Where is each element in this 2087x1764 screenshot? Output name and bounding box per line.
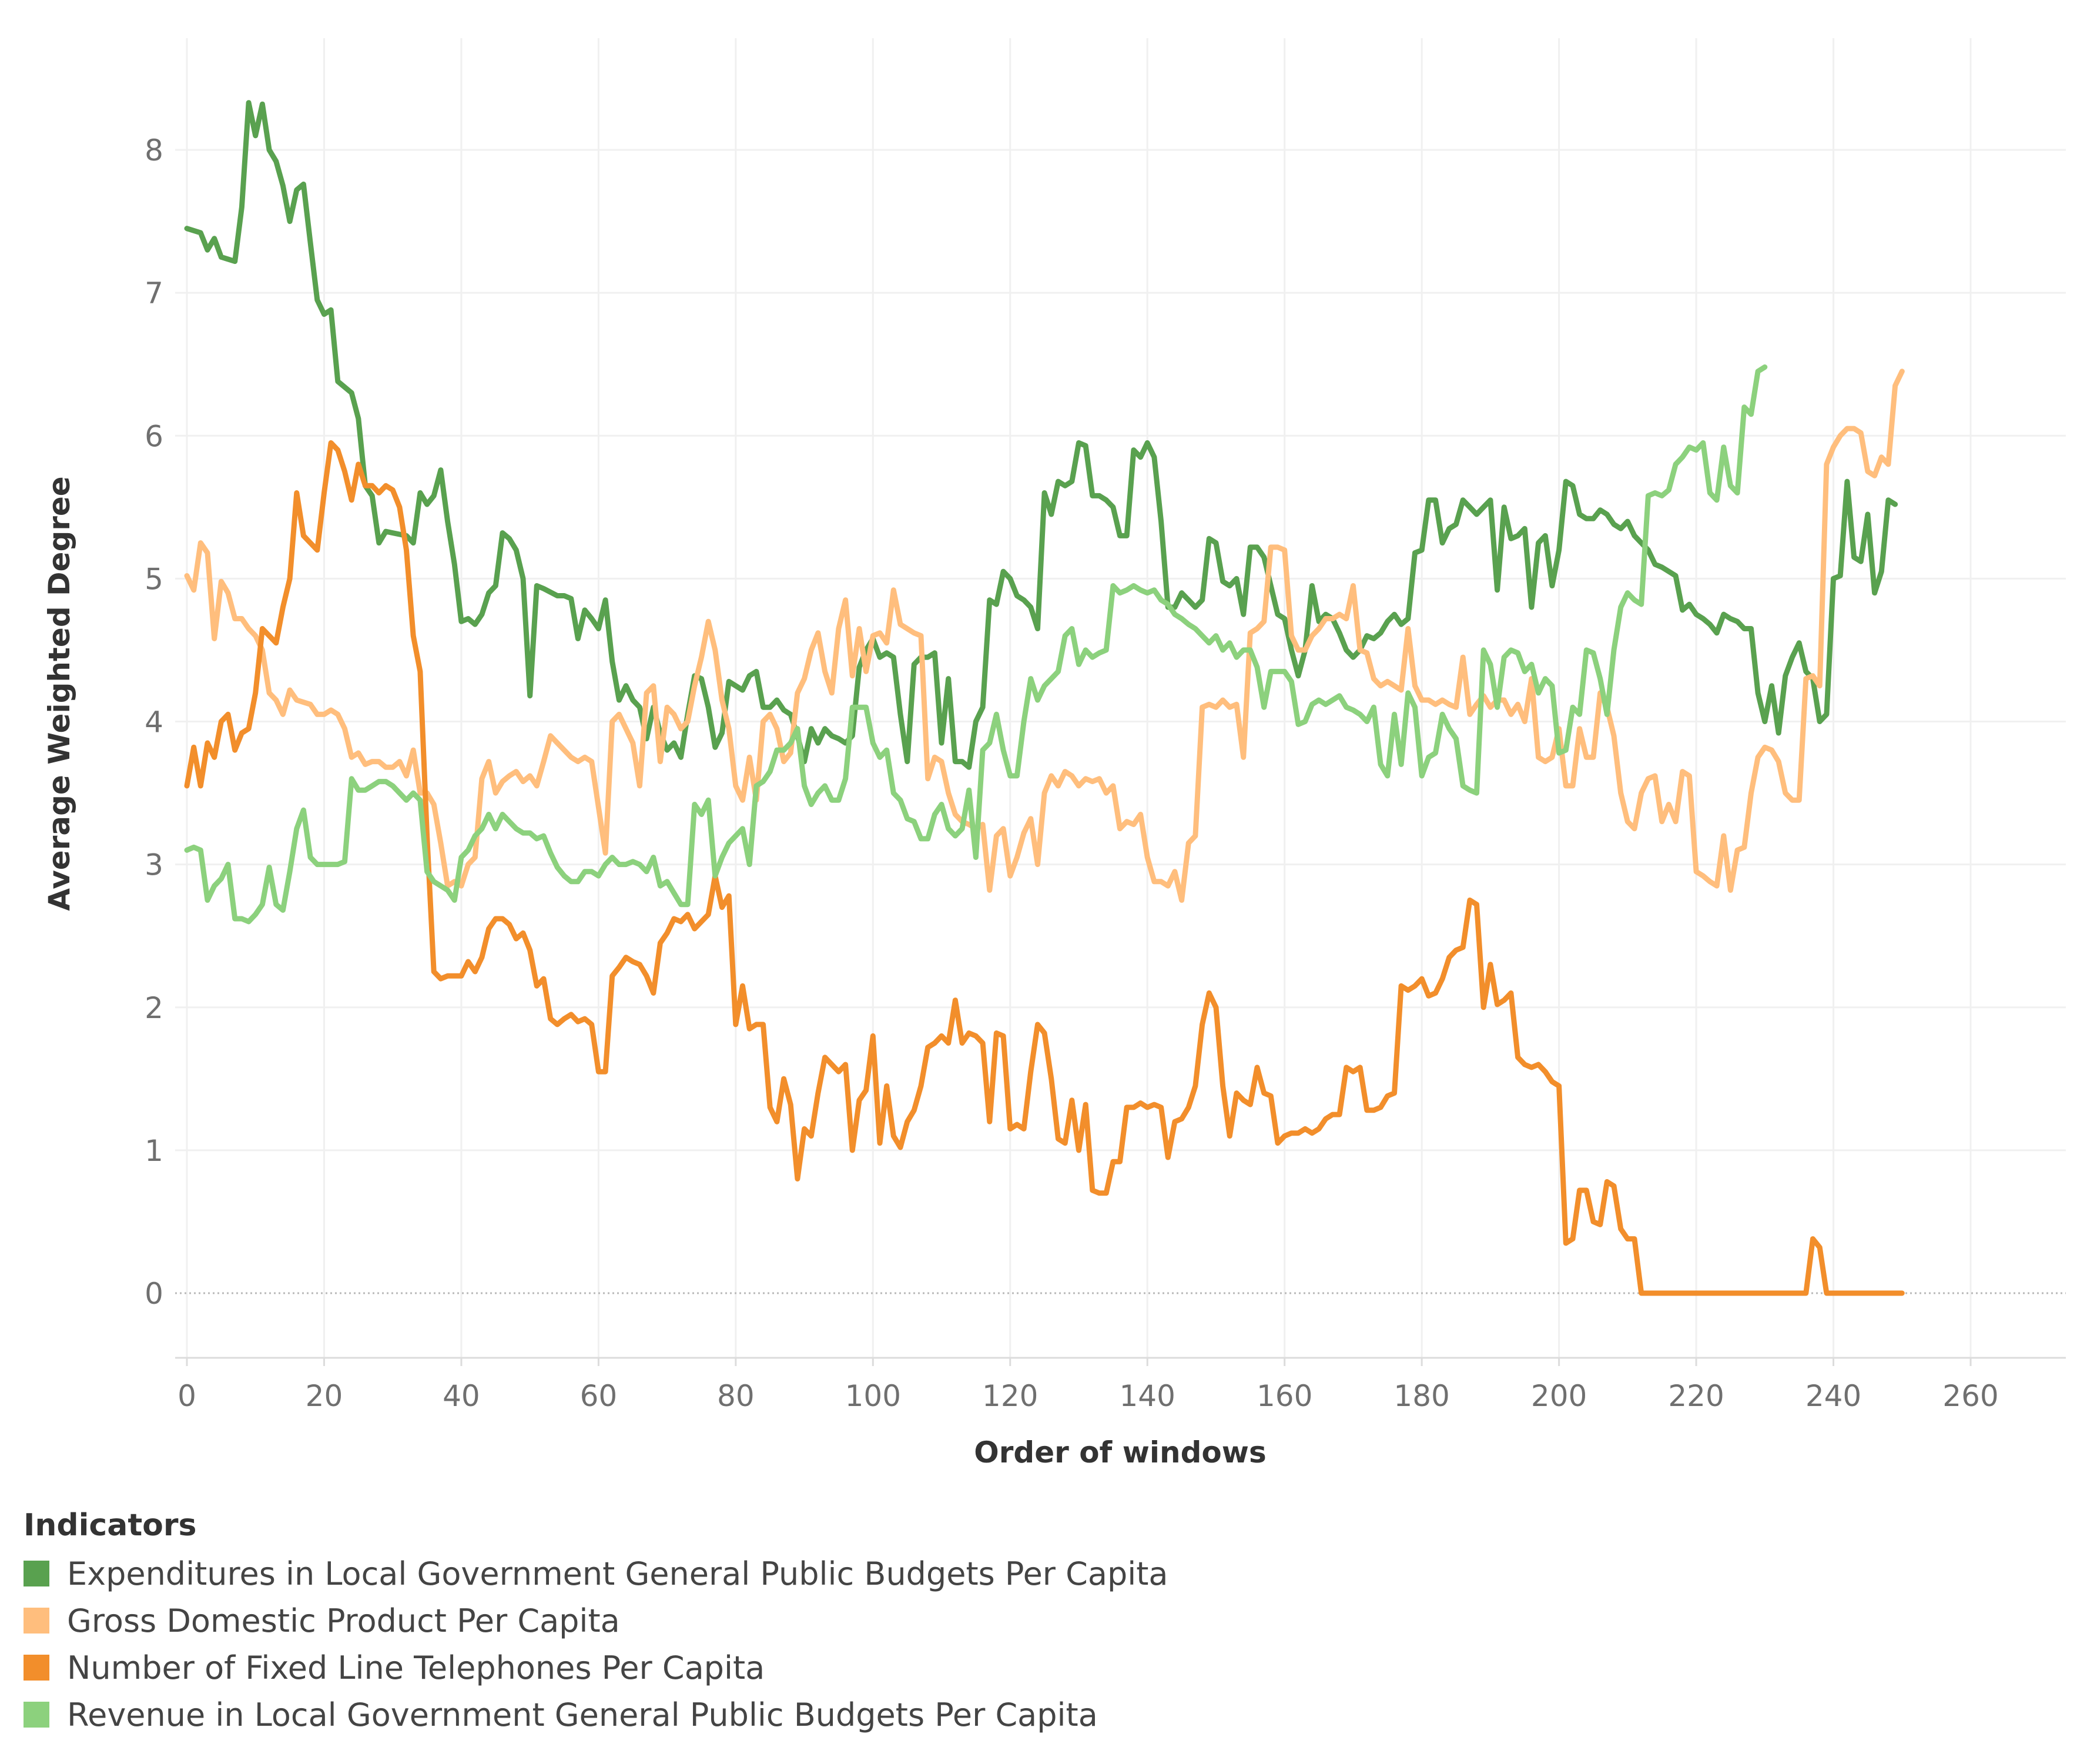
series-line-4 [184,364,1768,925]
y-tick-label: 5 [145,562,163,596]
legend-item[interactable]: Gross Domestic Product Per Capita [24,1597,1168,1644]
y-tick-label: 1 [145,1134,163,1168]
x-tick-label: 180 [1393,1379,1449,1413]
legend-swatch [24,1655,49,1681]
series-line-2 [184,369,1905,903]
y-tick-label: 3 [145,848,163,882]
legend-swatch [24,1608,49,1634]
legend-item[interactable]: Revenue in Local Government General Publ… [24,1691,1168,1738]
x-tick-label: 140 [1120,1379,1175,1413]
x-tick-label: 80 [717,1379,755,1413]
y-tick-label: 7 [145,276,163,310]
y-tick-label: 4 [145,705,163,739]
x-tick-label: 220 [1668,1379,1724,1413]
x-tick-label: 120 [982,1379,1038,1413]
legend-swatch [24,1561,49,1586]
legend-item[interactable]: Expenditures in Local Government General… [24,1550,1168,1597]
axes: 0 20 40 60 80 100 120 140 160 180 200 220 240 260 0 1 2 3… [145,133,2066,1413]
x-tick-label: 20 [306,1379,343,1413]
legend: Indicators Expenditures in Local Governm… [24,1508,1168,1738]
x-axis-title: Order of windows [974,1435,1266,1470]
legend-items: Expenditures in Local Government General… [24,1550,1168,1738]
legend-item[interactable]: Number of Fixed Line Telephones Per Capi… [24,1644,1168,1691]
y-axis-title: Average Weighted Degree [42,476,76,911]
x-tick-label: 260 [1942,1379,1998,1413]
y-tick-label: 2 [145,991,163,1025]
x-tick-label: 200 [1531,1379,1587,1413]
x-tick-label: 240 [1805,1379,1861,1413]
legend-label: Number of Fixed Line Telephones Per Capi… [67,1649,765,1686]
x-tick-label: 60 [580,1379,618,1413]
y-tick-label: 6 [145,419,163,453]
series-lines [184,100,1905,1296]
y-tick-label: 0 [145,1277,163,1311]
y-tick-label: 8 [145,133,163,168]
x-tick-label: 160 [1257,1379,1312,1413]
legend-label: Revenue in Local Government General Publ… [67,1696,1098,1733]
x-tick-label: 100 [845,1379,901,1413]
x-tick-label: 0 [177,1379,196,1413]
legend-label: Expenditures in Local Government General… [67,1555,1168,1592]
legend-swatch [24,1702,49,1728]
series-line-3 [184,440,1905,1296]
x-tick-label: 40 [443,1379,480,1413]
legend-label: Gross Domestic Product Per Capita [67,1602,620,1639]
series-line-1 [184,100,1898,770]
legend-title: Indicators [24,1508,197,1543]
